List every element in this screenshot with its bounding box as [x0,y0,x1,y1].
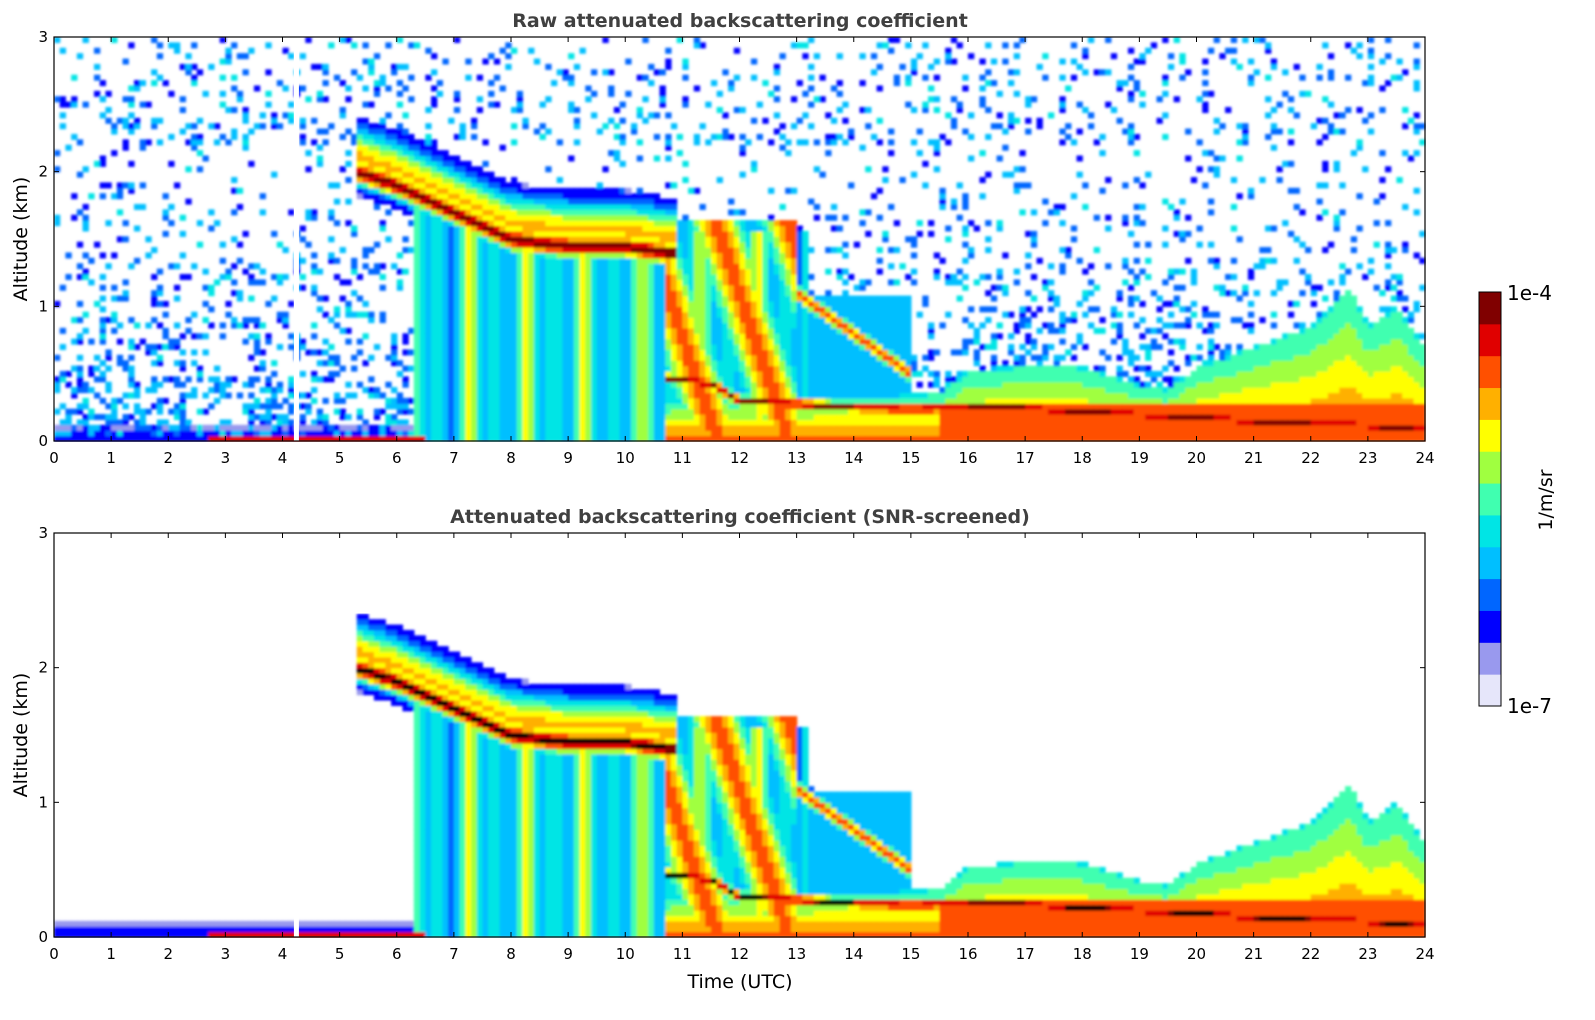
screened-x-ticks: 0 1 2 3 4 5 6 7 8 9 10 11 12 13 14 15 16 17 18 19 20 21 22 23 24 [49,533,1435,963]
x-tick-label: 17 [1016,449,1035,467]
colorbar-step [1479,355,1501,389]
colorbar-max-label: 1e-4 [1507,281,1552,305]
screened-y-ticks: 0 1 2 3 [38,524,1425,946]
x-tick-label: 23 [1358,449,1377,467]
x-tick-label: 13 [787,945,806,963]
y-tick-label: 2 [38,163,48,181]
colorbar-unit-label: 1/m/sr [1535,469,1557,530]
colorbar-step [1479,292,1501,325]
x-tick-label: 24 [1415,945,1434,963]
colorbar-step [1479,419,1501,452]
y-tick-label: 0 [38,928,48,946]
x-tick-label: 14 [844,449,863,467]
x-tick-label: 20 [1187,449,1206,467]
data-gap [293,37,299,441]
x-tick-label: 0 [49,449,59,467]
raw-panel: Raw attenuated backscattering coefficien… [10,10,1435,467]
x-tick-label: 15 [901,449,920,467]
x-tick-label: 2 [163,945,173,963]
x-tick-label: 4 [278,449,288,467]
x-tick-label: 15 [901,945,920,963]
y-tick-label: 3 [38,524,48,542]
x-tick-label: 3 [221,449,231,467]
colorbar-gradient [1479,292,1501,707]
x-tick-label: 20 [1187,945,1206,963]
x-tick-label: 16 [958,449,977,467]
colorbar-step [1479,483,1501,516]
data-gap [293,533,299,937]
x-tick-label: 21 [1244,945,1263,963]
x-tick-label: 22 [1301,945,1320,963]
x-tick-label: 12 [730,449,749,467]
x-tick-label: 10 [616,945,635,963]
y-tick-label: 2 [38,659,48,677]
x-tick-label: 10 [616,449,635,467]
screened-panel: Attenuated backscattering coefficient (S… [10,506,1435,993]
x-tick-label: 19 [1130,945,1149,963]
colorbar-step [1479,514,1501,548]
x-tick-label: 0 [49,945,59,963]
x-tick-label: 1 [106,449,116,467]
x-tick-label: 14 [844,945,863,963]
colorbar-step [1479,578,1501,611]
y-tick-label: 3 [38,28,48,46]
x-tick-label: 1 [106,945,116,963]
y-tick-label: 1 [38,297,48,315]
raw-x-ticks: 0 1 2 3 4 5 6 7 8 9 10 11 12 13 14 15 16 17 18 19 20 21 22 23 24 [49,37,1435,467]
y-tick-label: 1 [38,793,48,811]
x-tick-label: 18 [1073,449,1092,467]
x-tick-label: 5 [335,945,345,963]
x-tick-label: 24 [1415,449,1434,467]
screened-heatmap [54,533,1426,938]
raw-panel-title: Raw attenuated backscattering coefficien… [512,10,968,32]
x-tick-label: 8 [506,945,516,963]
x-tick-label: 4 [278,945,288,963]
x-tick-label: 17 [1016,945,1035,963]
colorbar-step [1479,387,1501,420]
colorbar-step [1479,323,1501,357]
colorbar-step [1479,610,1501,643]
raw-y-axis-label: Altitude (km) [10,177,32,302]
raw-heatmap [54,37,1426,442]
colorbar-frame [1478,291,1502,707]
x-tick-label: 16 [958,945,977,963]
colorbar-step [1479,546,1501,580]
x-tick-label: 18 [1073,945,1092,963]
x-tick-label: 5 [335,449,345,467]
screened-panel-title: Attenuated backscattering coefficient (S… [450,506,1030,528]
y-tick-label: 0 [38,432,48,450]
x-tick-label: 7 [449,945,459,963]
x-tick-label: 21 [1244,449,1263,467]
raw-y-ticks: 0 1 2 3 [38,28,1425,450]
x-tick-label: 23 [1358,945,1377,963]
x-tick-label: 19 [1130,449,1149,467]
x-tick-label: 9 [563,945,573,963]
x-axis-label: Time (UTC) [686,971,792,993]
x-tick-label: 22 [1301,449,1320,467]
x-tick-label: 6 [392,449,402,467]
colorbar-step [1479,451,1501,484]
colorbar: 1e-4 1e-7 1/m/sr [1478,281,1557,718]
x-tick-label: 11 [673,945,692,963]
x-tick-label: 3 [221,945,231,963]
x-tick-label: 7 [449,449,459,467]
x-tick-label: 13 [787,449,806,467]
x-tick-label: 2 [163,449,173,467]
x-tick-label: 8 [506,449,516,467]
x-tick-label: 11 [673,449,692,467]
colorbar-min-label: 1e-7 [1507,694,1552,718]
colorbar-step [1479,674,1501,707]
x-tick-label: 9 [563,449,573,467]
x-tick-label: 6 [392,945,402,963]
colorbar-step [1479,642,1501,675]
screened-y-axis-label: Altitude (km) [10,673,32,798]
x-tick-label: 12 [730,945,749,963]
